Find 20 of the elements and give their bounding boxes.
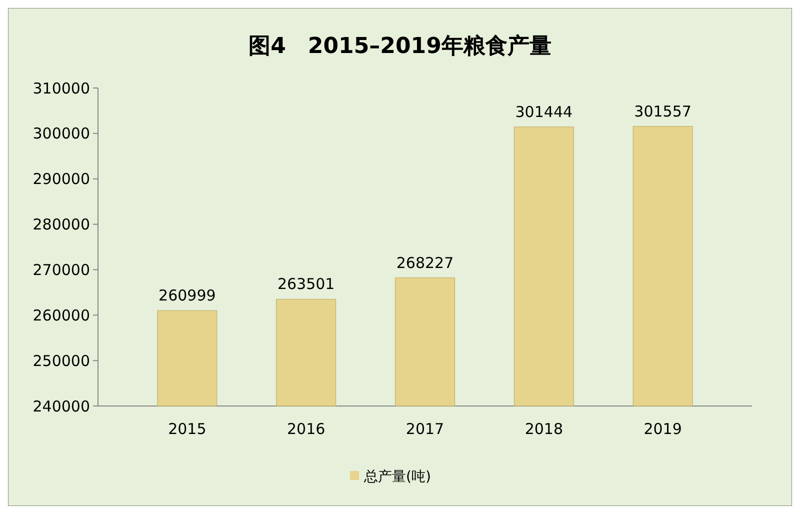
chart-title: 图4 2015–2019年粮食产量 [248,33,552,59]
y-tick-label: 310000 [32,79,90,98]
y-tick-label: 300000 [32,124,90,143]
y-tick-label: 290000 [32,170,90,188]
y-tick-label: 260000 [32,306,90,324]
x-tick-label: 2016 [286,420,326,438]
y-tick-label: 240000 [32,397,90,416]
x-tick-label: 2015 [168,420,206,438]
y-tick-label: 250000 [32,352,90,370]
data-label: 301444 [515,102,573,121]
x-tick-label: 2017 [406,420,444,438]
data-label: 263501 [277,275,335,294]
data-label: 268227 [396,254,454,272]
data-label: 260999 [158,286,216,305]
x-tick-label: 2019 [644,420,682,438]
legend-label: 总产量(吨) [363,468,431,485]
y-tick-label: 270000 [32,260,90,279]
y-tick-label: 280000 [32,216,90,234]
x-tick-label: 2018 [524,420,564,438]
data-label: 301557 [634,102,692,120]
